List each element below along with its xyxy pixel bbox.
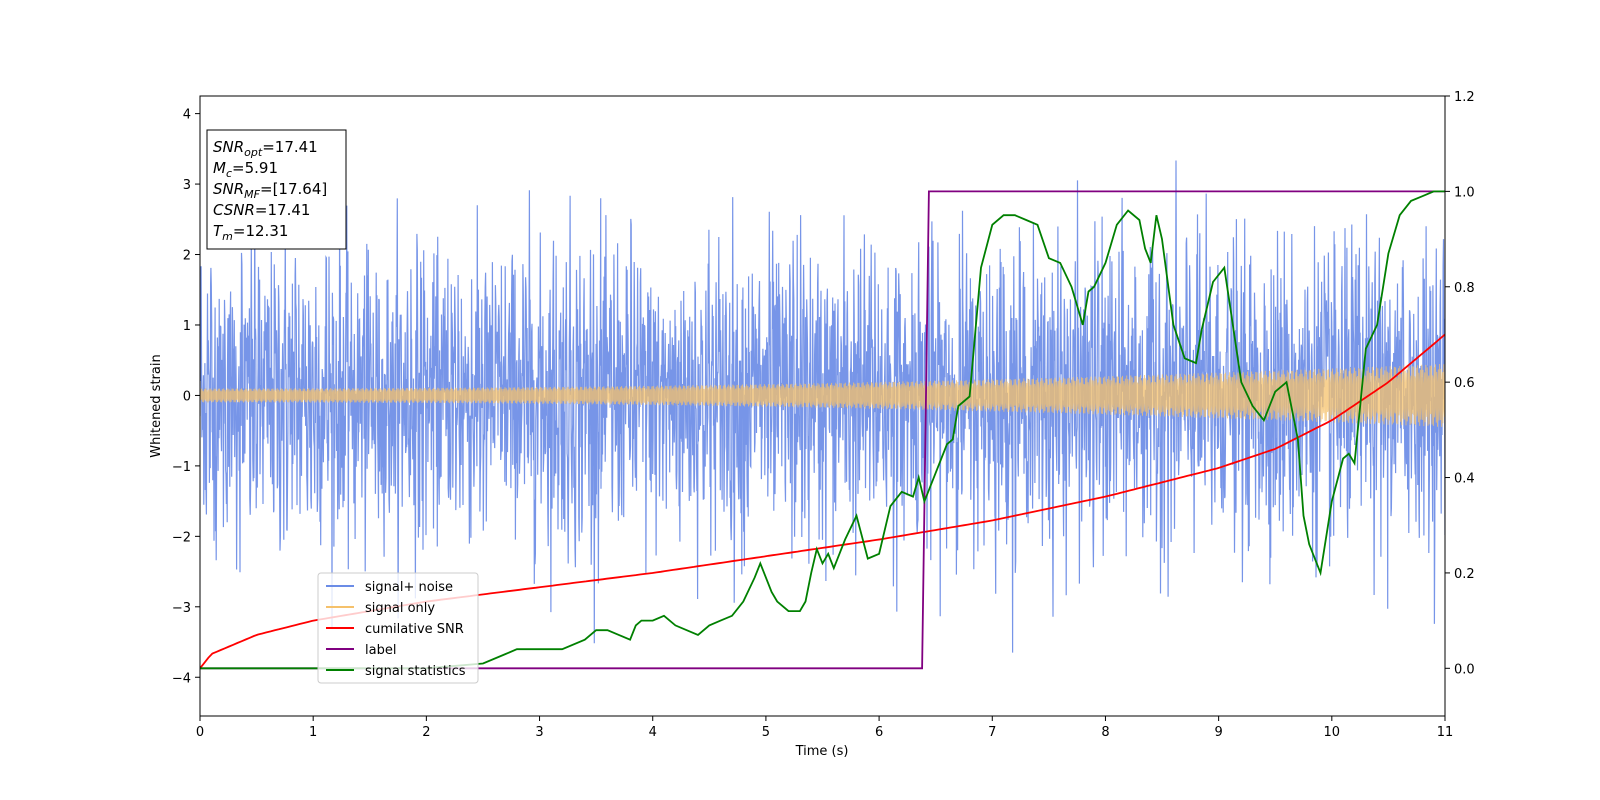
annotation-subscript: c [226, 167, 232, 180]
legend: signal+ noise signal only cumilative SNR la… [317, 572, 479, 684]
annotation-value: =[17.64] [260, 180, 327, 198]
legend-label: signal+ noise [365, 580, 453, 595]
y-tick-label: 0 [183, 389, 191, 404]
y-tick-label: −2 [172, 530, 191, 545]
y-tick-label: 4 [183, 108, 191, 123]
series-signal-statistics [200, 190, 1445, 670]
y2-tick-label: 0.8 [1454, 281, 1475, 296]
y2-tick-label: 1.0 [1454, 185, 1475, 200]
y-tick-label: −3 [172, 601, 191, 616]
y2-tick-label: 1.2 [1454, 90, 1475, 105]
y-axis-right: 1.2 1.0 0.8 0.6 0.4 0.2 0.0 [1445, 90, 1475, 677]
x-axis-label: Time (s) [795, 744, 849, 759]
y2-tick-label: 0.4 [1454, 472, 1475, 487]
x-tick-label: 2 [422, 725, 430, 740]
y2-tick-label: 0.0 [1454, 662, 1475, 677]
annotation-symbol: T [213, 222, 224, 240]
legend-label: signal only [365, 601, 435, 616]
y-axis-left: 4 3 2 1 0 −1 −2 −3 −4 [172, 108, 200, 686]
annotation-box: SNRopt=17.41Mc=5.91SNRMF=[17.64]CSNR=17.… [206, 129, 347, 250]
annotation-value: =17.41 [255, 201, 311, 219]
y2-tick-label: 0.2 [1454, 567, 1475, 582]
x-tick-label: 4 [649, 725, 657, 740]
y-tick-label: −1 [172, 460, 191, 475]
annotation-value: =17.41 [262, 138, 318, 156]
annotation-value: =5.91 [232, 159, 278, 177]
annotation-frame [206, 129, 347, 250]
annotation-lines: SNRopt=17.41Mc=5.91SNRMF=[17.64]CSNR=17.… [213, 138, 327, 243]
legend-label: signal statistics [365, 664, 466, 679]
legend-frame [317, 572, 479, 684]
y2-tick-label: 0.6 [1454, 376, 1475, 391]
x-axis: 0 1 2 3 4 5 6 7 8 9 10 11 [196, 716, 1453, 740]
annotation-subscript: opt [244, 146, 263, 159]
x-tick-label: 9 [1214, 725, 1222, 740]
x-tick-label: 5 [762, 725, 770, 740]
x-tick-label: 11 [1437, 725, 1454, 740]
x-tick-label: 3 [535, 725, 543, 740]
x-tick-label: 6 [875, 725, 883, 740]
series-signal-noise [200, 160, 1445, 653]
y-tick-label: −4 [172, 671, 191, 686]
series-label [200, 190, 1445, 670]
annotation-value: =12.31 [233, 222, 289, 240]
x-tick-label: 0 [196, 725, 204, 740]
x-tick-label: 10 [1324, 725, 1341, 740]
annotation-symbol: M [213, 159, 226, 177]
plot-frame [199, 95, 1446, 717]
legend-items: signal+ noise signal only cumilative SNR la… [326, 580, 466, 679]
legend-label: label [365, 643, 396, 658]
annotation-line: CSNR=17.41 [213, 201, 310, 219]
annotation-subscript: MF [244, 188, 260, 201]
annotation-line: Tm=12.31 [213, 222, 288, 243]
x-tick-label: 8 [1101, 725, 1109, 740]
annotation-line: SNRopt=17.41 [213, 138, 318, 159]
legend-label: cumilative SNR [365, 622, 464, 637]
y-tick-label: 3 [183, 178, 191, 193]
series-signal-only [200, 363, 1445, 427]
y-axis-label: Whitened strain [149, 354, 164, 457]
annotation-line: SNRMF=[17.64] [213, 180, 327, 201]
annotation-symbol: CSNR [213, 201, 255, 219]
y-tick-label: 1 [183, 319, 191, 334]
annotation-symbol: SNR [213, 138, 244, 156]
x-tick-label: 1 [309, 725, 317, 740]
annotation-symbol: SNR [213, 180, 244, 198]
y-tick-label: 2 [183, 249, 191, 264]
annotation-subscript: m [222, 230, 233, 243]
annotation-line: Mc=5.91 [213, 159, 278, 180]
x-tick-label: 7 [988, 725, 996, 740]
